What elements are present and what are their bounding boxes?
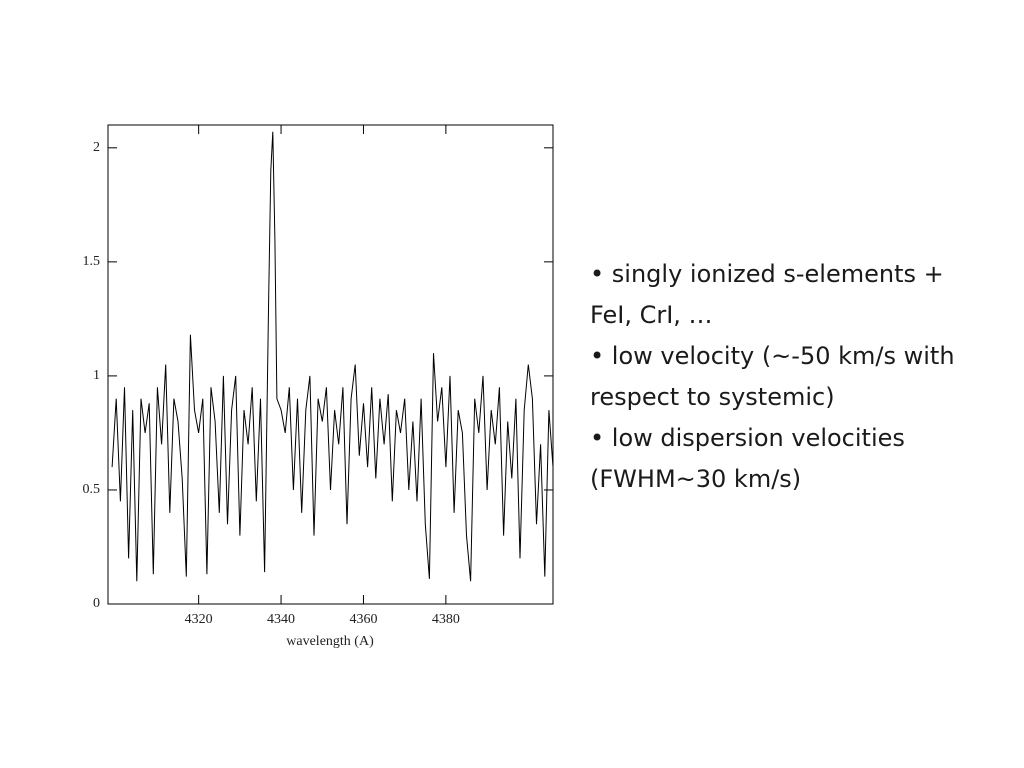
bullet: • low velocity (~-50 km/s with respect t… xyxy=(590,342,955,411)
x-axis-label: wavelength (A) xyxy=(286,634,374,649)
chart: wavelength (A) 4320 4340 4360 4380 0 0.5 1 1.5 2 xyxy=(83,124,554,649)
y-tick-label: 0 xyxy=(93,596,100,611)
y-tick-label: 1.5 xyxy=(83,254,101,269)
x-tick-label: 4380 xyxy=(432,612,460,627)
x-tick-label: 4340 xyxy=(267,612,295,627)
y-tick-label: 1 xyxy=(93,368,100,383)
y-tick-label: 2 xyxy=(93,140,100,155)
y-tick-label: 0.5 xyxy=(83,482,101,497)
bullet-list: • singly ionized s-elements + FeI, CrI, … xyxy=(590,254,990,500)
spectrum-line xyxy=(111,131,554,582)
bullet: • singly ionized s-elements + FeI, CrI, … xyxy=(590,260,944,329)
x-tick-label: 4320 xyxy=(185,612,213,627)
bullet: • low dispersion velocities (FWHM~30 km/… xyxy=(590,424,905,493)
plot-frame xyxy=(107,124,554,605)
x-tick-label: 4360 xyxy=(349,612,377,627)
